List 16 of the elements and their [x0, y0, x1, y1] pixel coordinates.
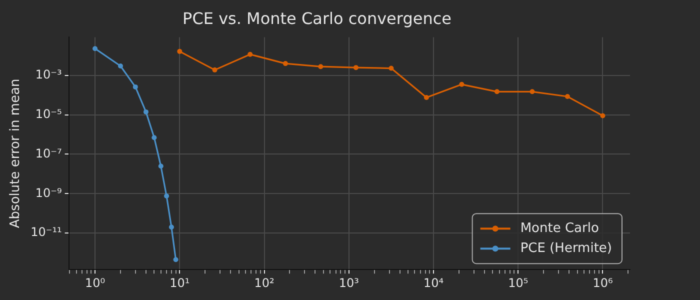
legend-label: Monte Carlo [520, 220, 599, 236]
x-tick-label: 10³ [338, 276, 360, 290]
x-tick-label: 10² [254, 276, 274, 290]
x-tick-label: 10¹ [170, 276, 190, 290]
y-tick-label: 10⁻⁵ [35, 106, 62, 121]
y-tick-label: 10⁻⁹ [35, 186, 62, 200]
x-tick-label: 10⁰ [84, 276, 106, 290]
y-tick-label: 10⁻¹¹ [30, 225, 62, 240]
chart-title: PCE vs. Monte Carlo convergence [182, 8, 452, 28]
x-tick-label: 10⁵ [508, 276, 528, 290]
legend-label: PCE (Hermite) [520, 240, 612, 256]
x-tick-label: 10⁶ [592, 276, 613, 290]
y-tick-label: 10⁻³ [35, 68, 62, 82]
x-tick-label: 10⁴ [423, 276, 444, 290]
y-tick-label: 10⁻⁷ [35, 146, 62, 160]
y-axis-title: Absolute error in mean [8, 78, 24, 228]
